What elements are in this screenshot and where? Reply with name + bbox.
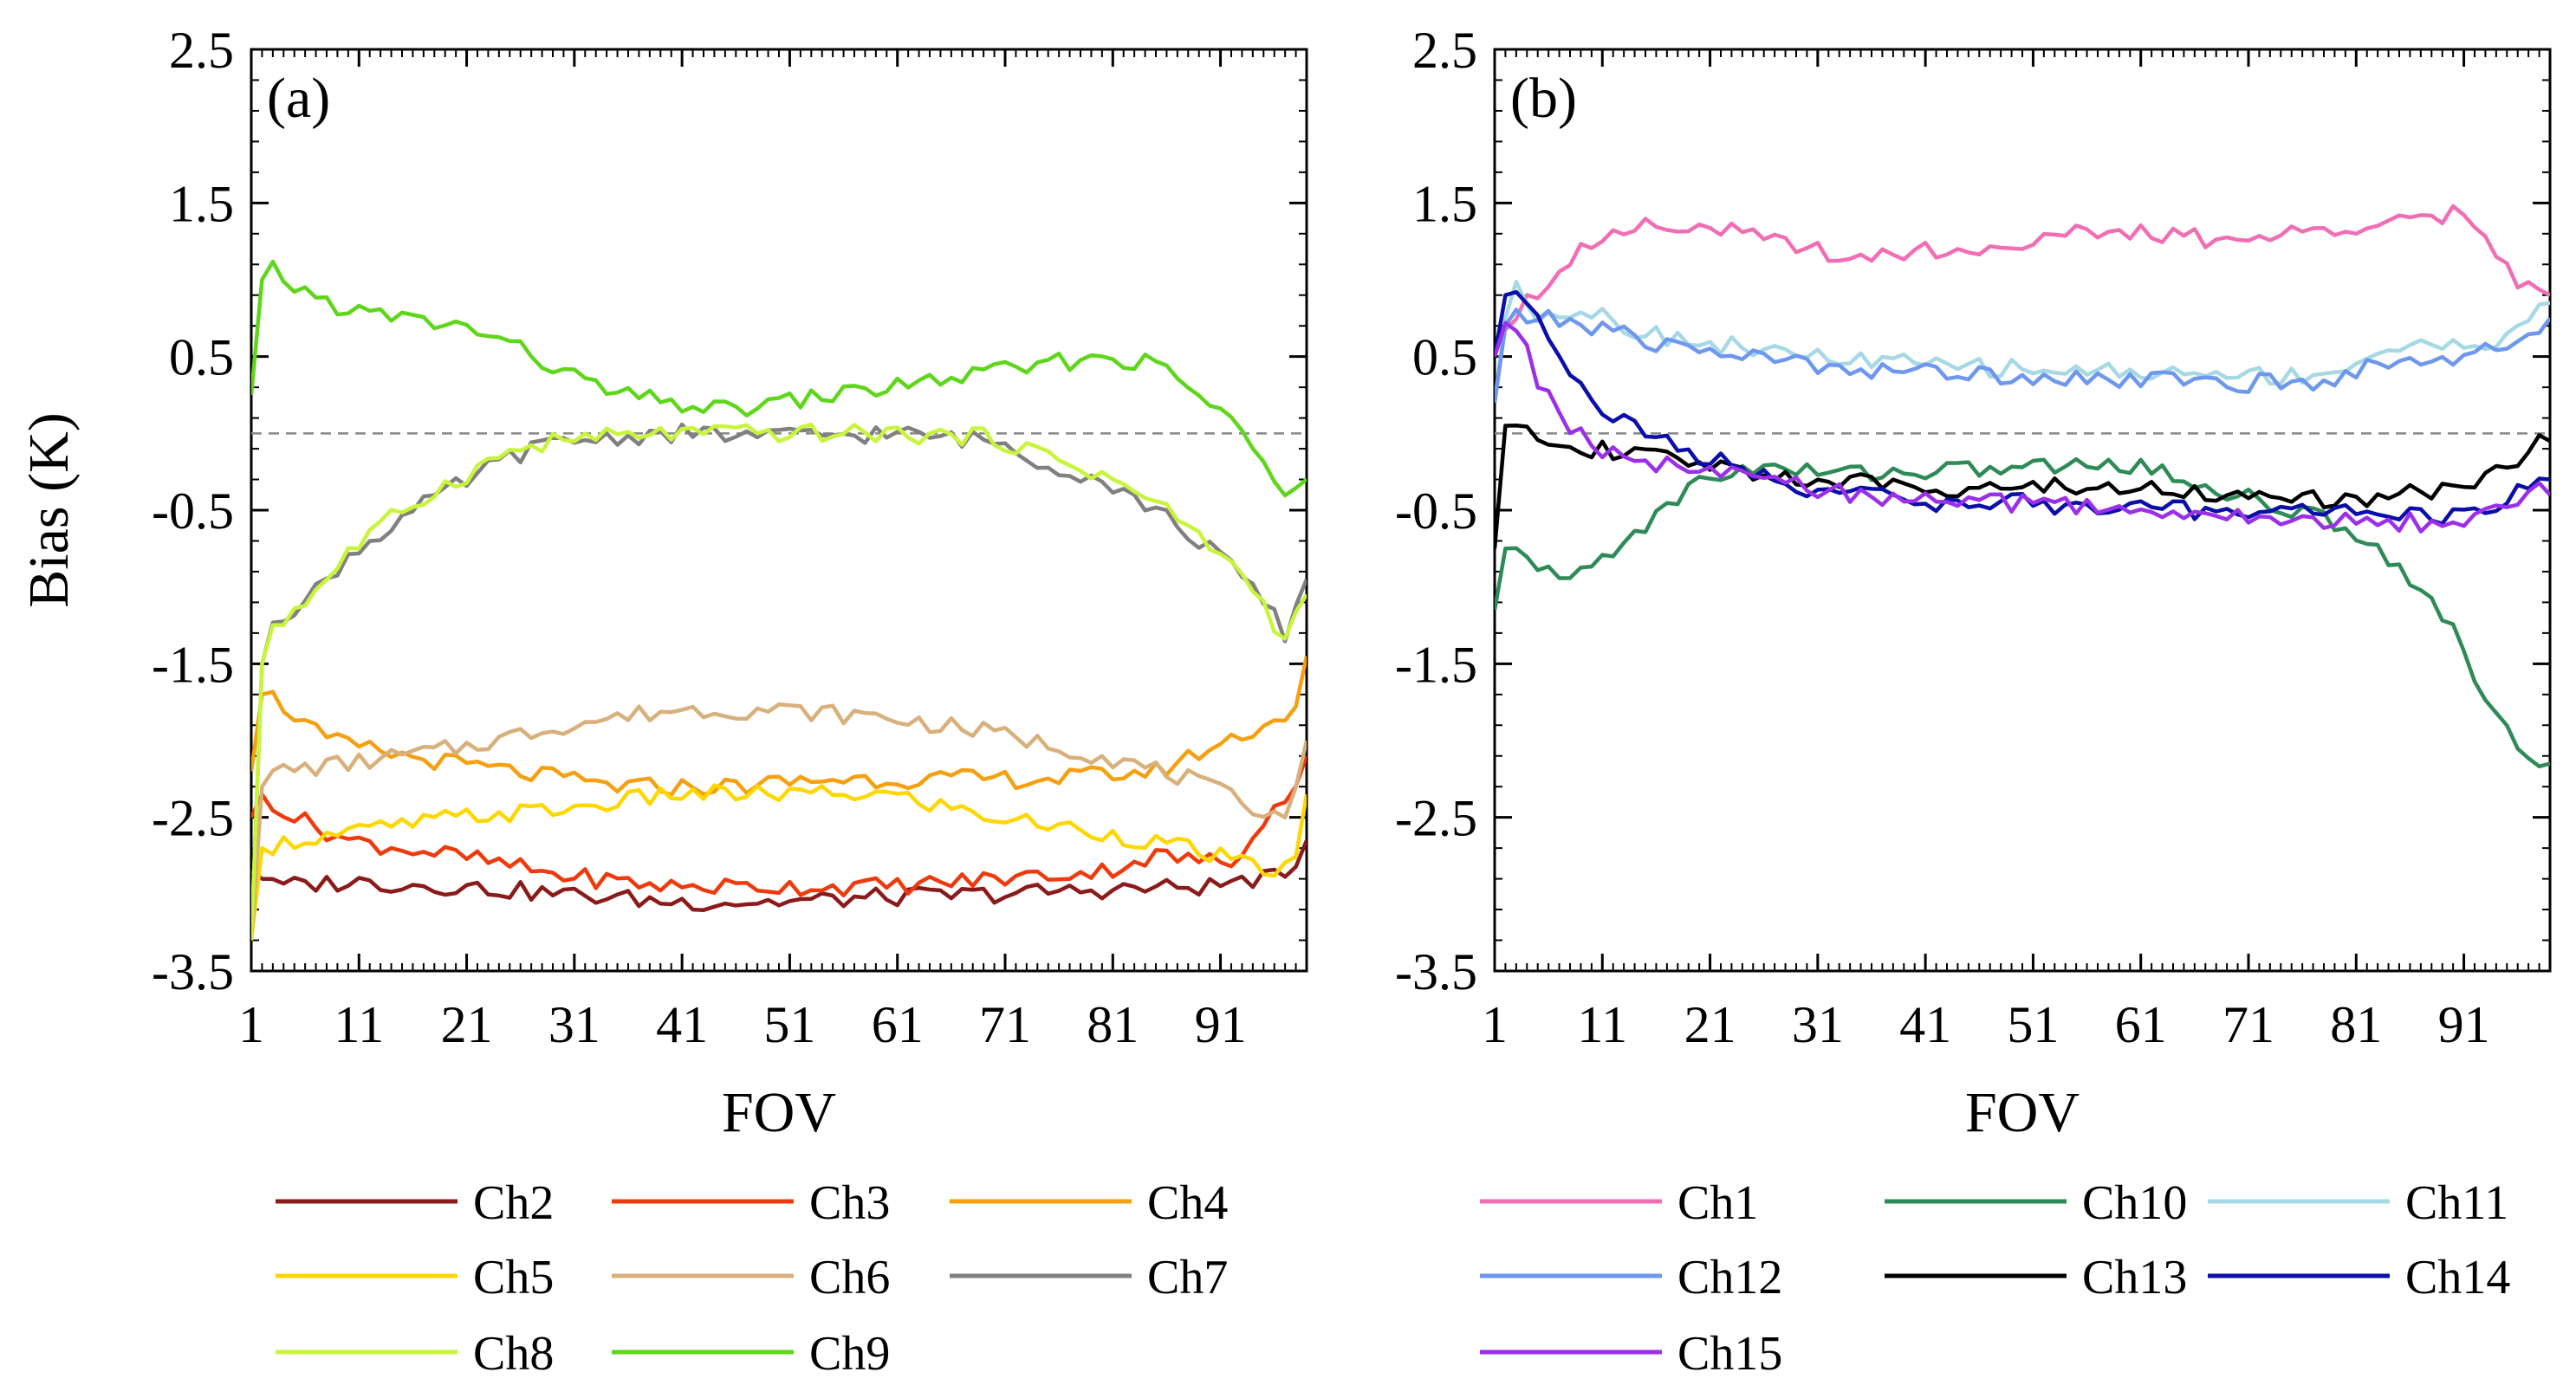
x-tick-label: 61 (2115, 996, 2167, 1053)
y-tick-label: -0.5 (1395, 482, 1477, 540)
x-tick-label: 41 (1899, 996, 1951, 1053)
panel-b: 2.51.50.5-0.5-1.5-2.5-3.51 11 21 31 41 51 61 71… (1395, 22, 2552, 1381)
legend-item-ch9: Ch9 (612, 1327, 890, 1381)
x-tick-label: 91 (1195, 996, 1247, 1053)
legend-label: Ch10 (2082, 1176, 2187, 1230)
x-tick-label: 61 (872, 996, 924, 1053)
y-axis-title: Bias (K) (17, 412, 81, 607)
x-tick-label: 51 (2007, 996, 2059, 1053)
legend-item-ch5: Ch5 (276, 1251, 554, 1304)
series-line-ch7 (251, 422, 1307, 941)
legend-item-ch11: Ch11 (2208, 1176, 2508, 1230)
legend-label: Ch14 (2405, 1251, 2510, 1304)
legend-item-ch8: Ch8 (276, 1327, 554, 1381)
legend-item-ch12: Ch12 (1480, 1251, 1782, 1304)
y-tick-label: -3.5 (1395, 943, 1477, 1000)
x-tick-label: 11 (1577, 996, 1627, 1053)
panel-label: (b) (1510, 67, 1577, 130)
series-line-ch12 (1495, 307, 2550, 404)
legend-label: Ch7 (1147, 1251, 1228, 1304)
x-axis-title: FOV (1965, 1081, 2080, 1144)
legend-label: Ch15 (1677, 1327, 1782, 1381)
legend-item-ch1: Ch1 (1480, 1176, 1758, 1230)
legend-label: Ch9 (809, 1327, 890, 1381)
legend-label: Ch2 (473, 1176, 554, 1230)
series-line-ch4 (251, 656, 1307, 797)
x-tick-label: 91 (2438, 996, 2490, 1053)
legend-label: Ch12 (1677, 1251, 1782, 1304)
series-line-ch15 (1495, 320, 2550, 534)
y-tick-label: -1.5 (1395, 636, 1477, 693)
x-tick-label: 51 (763, 996, 815, 1053)
x-tick-label: 31 (548, 996, 600, 1053)
series-group (251, 259, 1307, 941)
y-tick-label: 2.5 (1412, 22, 1477, 79)
legend-item-ch13: Ch13 (1885, 1251, 2187, 1304)
x-tick-label: 41 (656, 996, 708, 1053)
series-line-ch1 (1495, 204, 2550, 350)
series-line-ch8 (251, 422, 1307, 941)
legend-item-ch14: Ch14 (2208, 1251, 2510, 1304)
x-axis-title: FOV (722, 1081, 836, 1144)
panel-label: (a) (267, 67, 330, 130)
x-tick-label: 81 (2330, 996, 2382, 1053)
y-tick-label: -1.5 (152, 636, 234, 693)
legend-label: Ch1 (1677, 1176, 1758, 1230)
legend-item-ch2: Ch2 (276, 1176, 554, 1230)
x-tick-label: 21 (1684, 996, 1736, 1053)
y-tick-label: -2.5 (152, 790, 234, 847)
legend-label: Ch5 (473, 1251, 554, 1304)
x-tick-label: 11 (334, 996, 384, 1053)
legend-label: Ch13 (2082, 1251, 2187, 1304)
y-tick-label: 0.5 (169, 329, 234, 386)
y-tick-label: 1.5 (1412, 175, 1477, 232)
x-tick-label: 81 (1087, 996, 1139, 1053)
series-line-ch9 (251, 259, 1307, 498)
legend-label: Ch8 (473, 1327, 554, 1381)
x-tick-label: 1 (1482, 996, 1508, 1053)
x-tick-label: 1 (238, 996, 264, 1053)
y-tick-label: -3.5 (152, 943, 234, 1000)
y-tick-label: 1.5 (169, 175, 234, 232)
series-line-ch5 (251, 783, 1307, 941)
legend-label: Ch11 (2405, 1176, 2508, 1230)
y-tick-label: 2.5 (169, 22, 234, 79)
x-tick-label: 71 (979, 996, 1031, 1053)
x-tick-label: 21 (441, 996, 493, 1053)
series-line-ch11 (1495, 279, 2550, 404)
legend-label: Ch6 (809, 1251, 890, 1304)
legend-item-ch15: Ch15 (1480, 1327, 1782, 1381)
panel-a: 2.51.50.5-0.5-1.5-2.5-3.51 11 21 31 41 51 61 71… (17, 22, 1308, 1381)
series-line-ch2 (251, 839, 1307, 912)
y-tick-label: 0.5 (1412, 329, 1477, 386)
legend-label: Ch4 (1147, 1176, 1228, 1230)
plot-frame (1493, 48, 2552, 973)
legend-item-ch4: Ch4 (950, 1176, 1228, 1230)
legend: Ch2 Ch3 Ch4 Ch5 Ch6 Ch7 Ch8 Ch9 (276, 1176, 1228, 1381)
legend-item-ch6: Ch6 (612, 1251, 890, 1304)
legend-label: Ch3 (809, 1176, 890, 1230)
legend-item-ch10: Ch10 (1885, 1176, 2187, 1230)
series-line-ch6 (251, 702, 1307, 941)
y-tick-label: -0.5 (152, 482, 234, 540)
x-tick-label: 31 (1792, 996, 1844, 1053)
series-group (1495, 204, 2550, 769)
x-tick-label: 71 (2222, 996, 2274, 1053)
series-line-ch3 (251, 754, 1307, 898)
series-line-ch13 (1495, 424, 2550, 549)
series-line-ch10 (1495, 456, 2550, 769)
legend-item-ch3: Ch3 (612, 1176, 890, 1230)
y-tick-label: -2.5 (1395, 790, 1477, 847)
legend: Ch1 Ch10 Ch11 Ch12 Ch13 Ch14 Ch15 (1480, 1176, 2510, 1381)
legend-item-ch7: Ch7 (950, 1251, 1228, 1304)
